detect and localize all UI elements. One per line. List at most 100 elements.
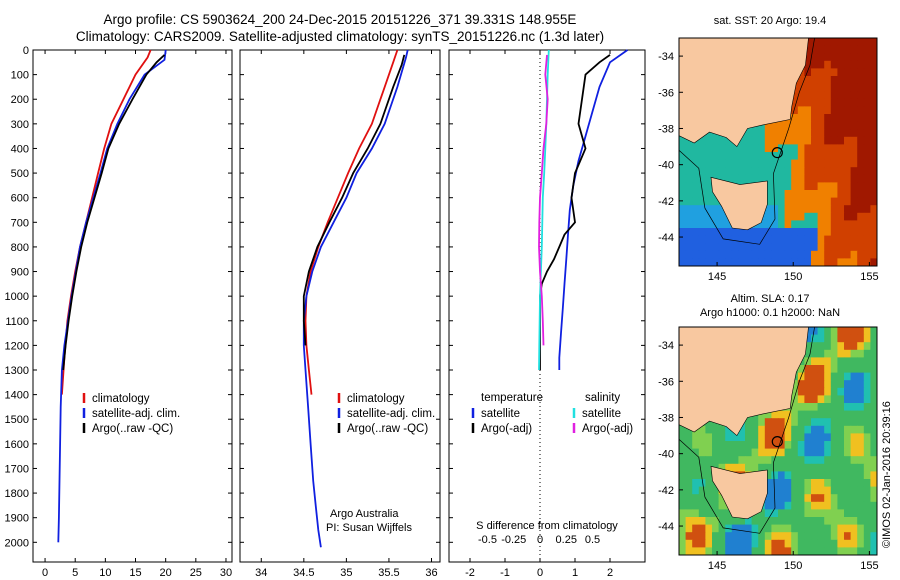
map-cell bbox=[824, 212, 832, 221]
map-cell bbox=[844, 258, 852, 267]
map-cell bbox=[817, 197, 825, 206]
map-cell bbox=[698, 509, 706, 518]
map-cell bbox=[850, 220, 858, 229]
map-cell bbox=[751, 174, 759, 183]
map-cell bbox=[844, 121, 852, 130]
map-cell bbox=[784, 456, 792, 465]
map-cell bbox=[870, 76, 878, 85]
map-cell bbox=[811, 539, 819, 548]
map-cell bbox=[791, 235, 799, 244]
map-cell bbox=[698, 425, 706, 434]
map-cell bbox=[679, 471, 687, 480]
map-cell bbox=[863, 243, 871, 252]
map-cell bbox=[844, 425, 852, 434]
map-cell bbox=[764, 517, 772, 526]
map-cell bbox=[705, 517, 713, 526]
map-cell bbox=[718, 433, 726, 442]
map-cell bbox=[837, 250, 845, 259]
map-cell bbox=[731, 456, 739, 465]
map-cell bbox=[830, 152, 838, 161]
map-cell bbox=[791, 197, 799, 206]
map-y-tick-label: -34 bbox=[658, 51, 674, 63]
map-cell bbox=[797, 121, 805, 130]
map-cell bbox=[830, 212, 838, 221]
map-cell bbox=[857, 501, 865, 510]
x-tick-label: 34.5 bbox=[293, 567, 314, 579]
map-cell bbox=[824, 441, 832, 450]
map-cell bbox=[751, 167, 759, 176]
map-cell bbox=[771, 250, 779, 259]
map-cell bbox=[718, 220, 726, 229]
map-cell bbox=[679, 524, 687, 533]
map-cell bbox=[870, 410, 878, 419]
map-cell bbox=[863, 228, 871, 237]
map-cell bbox=[712, 547, 720, 556]
map-cell bbox=[863, 38, 871, 47]
map-cell bbox=[712, 441, 720, 450]
map-cell bbox=[778, 494, 786, 503]
map-cell bbox=[797, 471, 805, 480]
map-cell bbox=[764, 228, 772, 237]
map-cell bbox=[811, 136, 819, 145]
map-cell bbox=[850, 539, 858, 548]
map-cell bbox=[784, 441, 792, 450]
map-cell bbox=[692, 547, 700, 556]
map-cell bbox=[811, 410, 819, 419]
map-cell bbox=[764, 433, 772, 442]
map-cell bbox=[830, 235, 838, 244]
map-cell bbox=[804, 106, 812, 115]
map-cell bbox=[817, 494, 825, 503]
map-cell bbox=[850, 190, 858, 199]
map-cell bbox=[778, 547, 786, 556]
map-cell bbox=[698, 539, 706, 548]
map-cell bbox=[705, 463, 713, 472]
map-cell bbox=[844, 167, 852, 176]
map-cell bbox=[797, 114, 805, 123]
map-y-tick-label: -44 bbox=[658, 521, 674, 533]
map-cell bbox=[863, 235, 871, 244]
map-cell bbox=[811, 342, 819, 351]
map-cell bbox=[698, 212, 706, 221]
x-tick-label: 10 bbox=[99, 567, 111, 579]
map-cell bbox=[698, 205, 706, 214]
map-cell bbox=[745, 532, 753, 541]
map-cell bbox=[698, 235, 706, 244]
map-cell bbox=[837, 197, 845, 206]
map-cell bbox=[791, 205, 799, 214]
map-cell bbox=[811, 547, 819, 556]
legend-label-diff-salinity: Argo(-adj) bbox=[582, 423, 633, 435]
map-cell bbox=[850, 159, 858, 168]
map-cell bbox=[784, 494, 792, 503]
map-cell bbox=[797, 403, 805, 412]
map-cell bbox=[705, 212, 713, 221]
map-cell bbox=[870, 539, 878, 548]
map-cell bbox=[844, 433, 852, 442]
map-cell bbox=[685, 174, 693, 183]
map-cell bbox=[870, 395, 878, 404]
map-cell bbox=[784, 174, 792, 183]
legend-label-temperature: climatology bbox=[92, 393, 150, 405]
map-cell bbox=[692, 174, 700, 183]
map-cell bbox=[863, 334, 871, 343]
map-cell bbox=[679, 144, 687, 153]
map-cell bbox=[817, 152, 825, 161]
map-cell bbox=[850, 425, 858, 434]
map-cell bbox=[758, 159, 766, 168]
map-cell bbox=[870, 349, 878, 358]
map-cell bbox=[804, 524, 812, 533]
map-cell bbox=[850, 342, 858, 351]
map-cell bbox=[837, 349, 845, 358]
map-cell bbox=[784, 228, 792, 237]
map-cell bbox=[817, 228, 825, 237]
map-cell bbox=[804, 235, 812, 244]
map-cell bbox=[857, 60, 865, 69]
map-cell bbox=[731, 174, 739, 183]
map-cell bbox=[870, 403, 878, 412]
map-cell bbox=[863, 410, 871, 419]
map-cell bbox=[738, 136, 746, 145]
map-cell bbox=[771, 479, 779, 488]
map-cell bbox=[738, 228, 746, 237]
map-cell bbox=[837, 91, 845, 100]
map-cell bbox=[731, 547, 739, 556]
map-cell bbox=[745, 159, 753, 168]
